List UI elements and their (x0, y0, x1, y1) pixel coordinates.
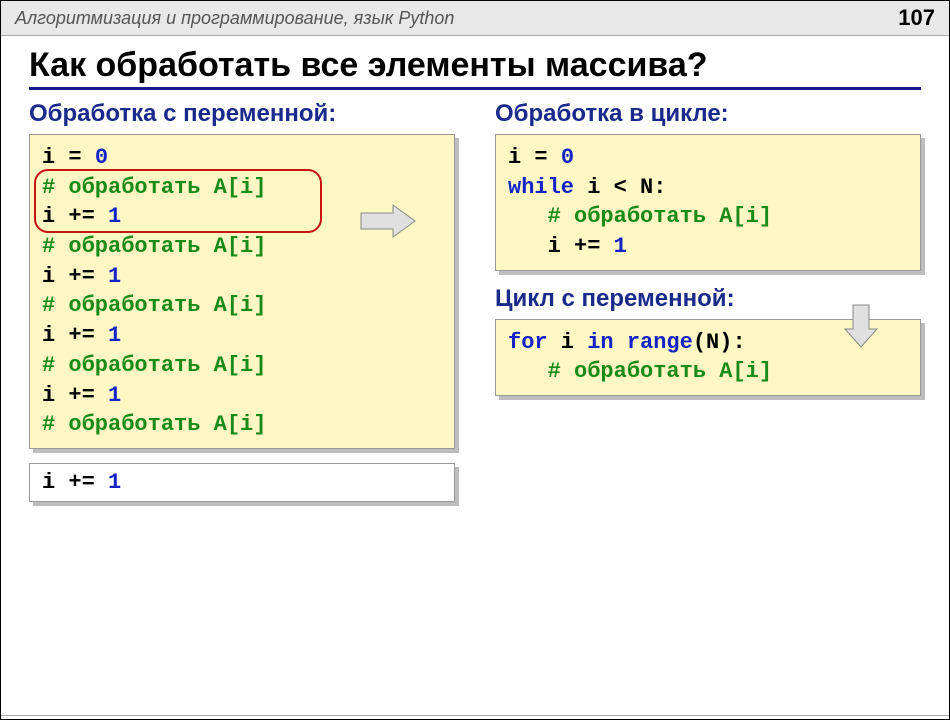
footer-divider (1, 715, 949, 716)
code-line: i += 1 (42, 321, 442, 351)
code-line: # обработать A[i] (508, 202, 908, 232)
code-text: i += (42, 323, 108, 348)
code-text (614, 330, 627, 355)
left-subtitle: Обработка с переменной: (29, 100, 455, 128)
code-number: 1 (108, 383, 121, 408)
code-line: while i < N: (508, 173, 908, 203)
code-comment: # обработать A[i] (548, 359, 772, 384)
arrow-right-icon (359, 201, 419, 241)
header-bar: Алгоритмизация и программирование, язык … (1, 1, 949, 36)
arrow-down-icon (841, 303, 881, 351)
right-code-box-1: i = 0 while i < N: # обработать A[i] i +… (495, 134, 921, 271)
code-text: i += (42, 264, 108, 289)
code-number: 0 (561, 145, 574, 170)
code-number: 1 (614, 234, 627, 259)
page-title: Как обработать все элементы массива? (29, 46, 921, 90)
code-text: i = (42, 145, 95, 170)
left-code-box: i = 0 # обработать A[i] i += 1 # обработ… (29, 134, 455, 449)
code-text: i += (548, 234, 614, 259)
code-text: i += (42, 204, 108, 229)
code-text: i += (42, 470, 108, 495)
code-comment: # обработать A[i] (42, 351, 442, 381)
code-line: # обработать A[i] (508, 357, 908, 387)
code-function: range (627, 330, 693, 355)
code-keyword: for (508, 330, 548, 355)
code-text: i (548, 330, 588, 355)
code-text: (N): (693, 330, 746, 355)
code-number: 1 (108, 204, 121, 229)
code-keyword: while (508, 175, 574, 200)
code-line: i += 1 (42, 262, 442, 292)
code-line: i = 0 (508, 143, 908, 173)
code-number: 0 (95, 145, 108, 170)
breadcrumb: Алгоритмизация и программирование, язык … (15, 8, 454, 29)
left-column: Обработка с переменной: i = 0 # обработа… (29, 96, 455, 502)
code-comment: # обработать A[i] (42, 291, 442, 321)
content: Обработка с переменной: i = 0 # обработа… (1, 96, 949, 502)
code-text: i < N: (574, 175, 666, 200)
right-subtitle-1: Обработка в цикле: (495, 100, 921, 128)
code-line: i += 1 (42, 381, 442, 411)
right-column: Обработка в цикле: i = 0 while i < N: # … (495, 96, 921, 502)
code-line: i = 0 (42, 143, 442, 173)
code-keyword: in (587, 330, 613, 355)
code-number: 1 (108, 264, 121, 289)
code-line: i += 1 (508, 232, 908, 262)
code-comment: # обработать A[i] (42, 410, 442, 440)
left-extra-box: i += 1 (29, 463, 455, 502)
code-number: 1 (108, 323, 121, 348)
code-number: 1 (108, 470, 121, 495)
page-number: 107 (898, 5, 935, 31)
code-text: i = (508, 145, 561, 170)
code-comment: # обработать A[i] (548, 204, 772, 229)
code-text: i += (42, 383, 108, 408)
code-comment: # обработать A[i] (42, 173, 442, 203)
